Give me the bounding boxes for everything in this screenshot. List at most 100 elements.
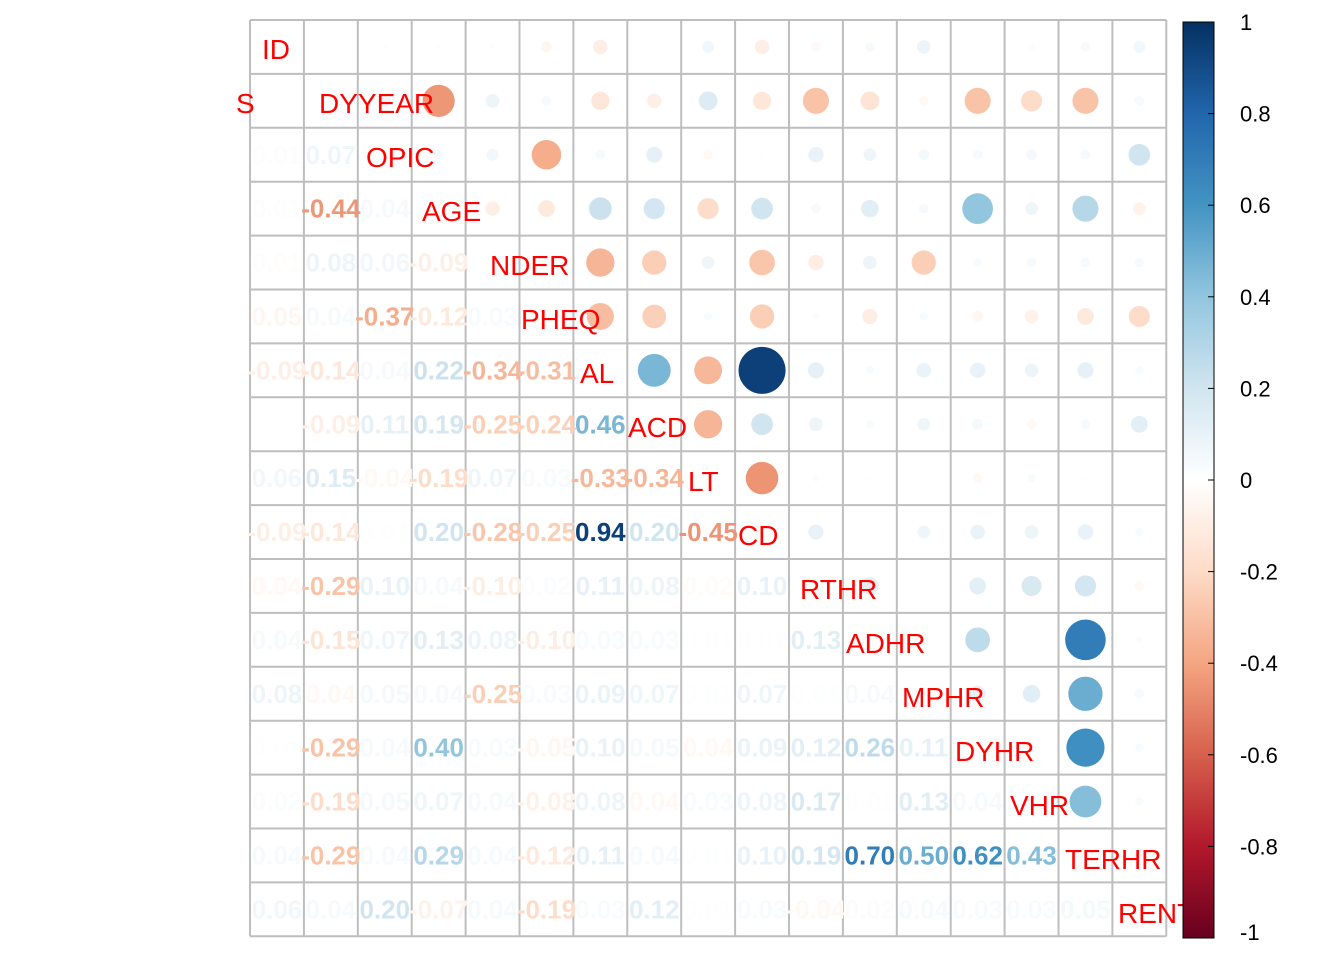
corr-circle — [1134, 96, 1145, 106]
corr-value: 0.46 — [575, 409, 626, 439]
corr-value: -0.37 — [355, 301, 414, 331]
corr-value: 0.04 — [413, 679, 464, 709]
corr-value: 0.03 — [521, 679, 572, 709]
corr-value: 0.03 — [1006, 894, 1057, 924]
corr-value: 0.08 — [306, 248, 357, 278]
variable-label: TERHR — [1065, 844, 1161, 875]
corr-circle — [862, 255, 877, 270]
corr-value: 0.19 — [413, 409, 464, 439]
variable-label: ID — [262, 34, 290, 65]
corr-circle — [701, 256, 715, 269]
corr-value: 0.01 — [252, 140, 303, 170]
corr-circle — [809, 417, 823, 432]
corr-circle — [1066, 728, 1105, 767]
corr-value: -0.10 — [463, 571, 522, 601]
corr-circle — [1135, 743, 1144, 752]
corr-value: 0.29 — [413, 840, 464, 870]
corr-circle — [1027, 473, 1036, 483]
corr-value: 0.04 — [359, 355, 410, 385]
corr-value: 0.04 — [467, 894, 518, 924]
corr-value: 0.08 — [629, 571, 680, 601]
corr-value: -0.29 — [301, 571, 360, 601]
corr-circle — [1025, 202, 1038, 216]
corr-circle — [973, 258, 982, 267]
corr-circle — [1024, 363, 1039, 378]
corr-circle — [1083, 475, 1088, 481]
corr-value: 0.07 — [306, 140, 357, 170]
corr-circle — [586, 302, 614, 330]
corr-value: -0.34 — [463, 355, 523, 385]
corr-circle — [436, 44, 442, 50]
variable-label: ADHR — [846, 628, 925, 659]
corr-value: 0.13 — [898, 787, 949, 817]
corr-circle — [861, 577, 879, 595]
corr-circle — [861, 199, 879, 218]
corr-circle — [918, 149, 930, 161]
corr-value: 0.19 — [791, 840, 842, 870]
corr-circle — [591, 91, 610, 110]
corr-circle — [972, 311, 984, 322]
corr-circle — [972, 418, 984, 430]
corr-circle — [646, 146, 663, 163]
corr-circle — [969, 685, 986, 702]
corr-circle — [969, 362, 986, 379]
corr-value: -0.12 — [517, 840, 576, 870]
corr-circle — [1133, 850, 1145, 861]
variable-label: OPIC — [366, 142, 434, 173]
corr-value: 0.05 — [252, 301, 303, 331]
corr-value: 0.13 — [413, 625, 464, 655]
corr-circle — [1077, 308, 1094, 325]
corr-value: 0.10 — [359, 571, 410, 601]
corr-value: -0.10 — [517, 625, 576, 655]
corr-circle — [1028, 43, 1035, 51]
corr-circle — [738, 346, 786, 394]
corr-circle — [917, 417, 931, 431]
corr-circle — [703, 149, 714, 160]
corr-value: 0.05 — [359, 679, 410, 709]
corr-circle — [1072, 87, 1099, 114]
corr-circle — [1133, 41, 1146, 53]
corr-value: 0.04 — [359, 733, 410, 763]
corr-circle — [1134, 688, 1145, 699]
corr-value: 0.12 — [791, 733, 842, 763]
corr-value: 0.10 — [737, 840, 788, 870]
variable-label: AGE — [422, 196, 481, 227]
corr-circle — [808, 254, 824, 271]
corr-value: 0.11 — [576, 840, 625, 870]
corr-circle — [917, 525, 931, 539]
corr-circle — [1026, 742, 1037, 753]
corr-value: -0.25 — [463, 409, 522, 439]
variable-label: MPHR — [902, 682, 984, 713]
corr-circle — [812, 313, 820, 320]
corr-circle — [541, 41, 552, 53]
corr-circle — [863, 148, 877, 162]
corr-value: 0.11 — [360, 409, 409, 439]
corr-circle — [1132, 202, 1146, 216]
corr-circle — [965, 627, 991, 653]
legend-tick-label: 1 — [1240, 10, 1252, 35]
corr-circle — [867, 529, 873, 535]
corr-circle — [1029, 637, 1034, 643]
corr-value: 0.03 — [629, 625, 680, 655]
corr-value: 0.26 — [845, 733, 896, 763]
corr-value: 0.03 — [521, 463, 572, 493]
corr-circle — [1026, 419, 1037, 430]
corr-value: -0.28 — [463, 517, 522, 547]
corr-circle — [422, 84, 455, 117]
corr-circle — [646, 93, 662, 109]
corr-circle — [751, 413, 773, 436]
corr-circle — [490, 44, 495, 50]
corr-value: 0.94 — [575, 517, 626, 547]
variable-label: AL — [580, 358, 614, 389]
corr-value: -0.24 — [517, 409, 577, 439]
corr-value: 0.03 — [467, 301, 518, 331]
corr-circle — [802, 87, 830, 114]
corr-value: -0.04 — [355, 463, 415, 493]
corr-circle — [642, 250, 667, 275]
corr-value: 0.01 — [791, 679, 842, 709]
corr-circle — [433, 149, 444, 160]
corr-value: 0.02 — [521, 571, 572, 601]
corr-circle — [916, 363, 932, 378]
corr-value: 0.50 — [898, 840, 949, 870]
corr-circle — [1020, 90, 1043, 112]
